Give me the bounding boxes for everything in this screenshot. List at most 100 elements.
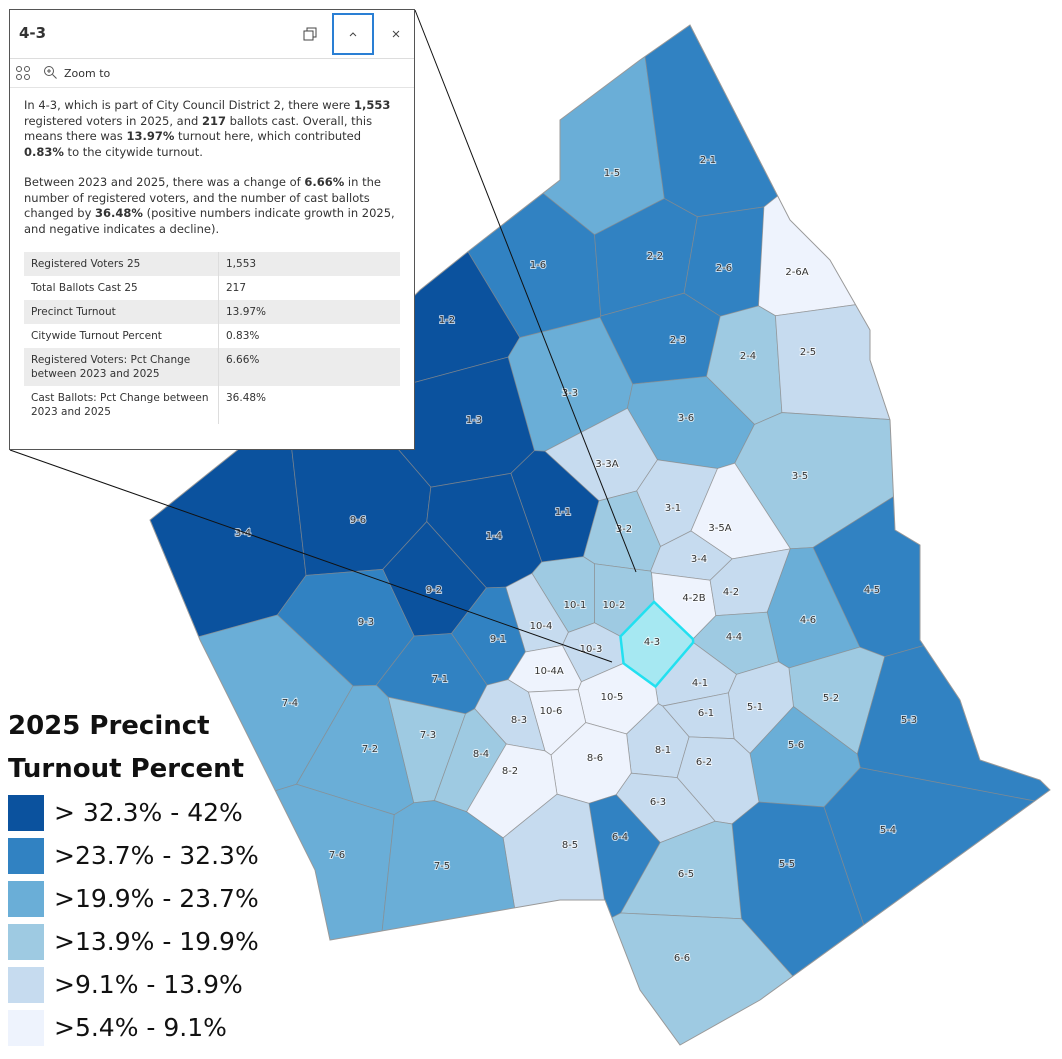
precinct-label: 1-6 xyxy=(530,260,546,271)
dock-button[interactable] xyxy=(290,14,330,54)
legend-swatch xyxy=(8,1009,44,1046)
precinct-label: 7-5 xyxy=(434,861,450,872)
field-value: 13.97% xyxy=(226,306,267,318)
popup-title: 4-3 xyxy=(19,24,47,42)
precinct-label: 1-3 xyxy=(466,415,482,426)
popup: 4-3 Zoom to In 4-3, which is part of Cit… xyxy=(9,9,415,450)
popup-text: (positive numbers indicate growth in 202… xyxy=(24,206,395,236)
precinct-label: 9-1 xyxy=(490,634,506,645)
precinct-label: 1-2 xyxy=(439,315,455,326)
zoom-to[interactable]: Zoom to xyxy=(64,66,111,80)
popup-text: to the citywide turnout. xyxy=(63,144,203,159)
table-row: Registered Voters: Pct Change between 20… xyxy=(24,348,400,386)
field-name: Citywide Turnout Percent xyxy=(24,324,219,348)
popup-text: in the number of registered voters, and … xyxy=(24,175,381,220)
precinct-label: 3-3A xyxy=(595,459,618,470)
precinct-label: 6-2 xyxy=(696,757,712,768)
zoom-icon[interactable] xyxy=(42,64,60,82)
field-value: 6.66% xyxy=(226,354,260,366)
precinct-label: 4-2B xyxy=(682,593,705,604)
precinct-label: 8-5 xyxy=(562,840,578,851)
precinct-label: 1-1 xyxy=(555,507,571,518)
city-outline xyxy=(149,24,1051,1046)
precinct-label: 3-4 xyxy=(691,554,707,565)
legend-label: >13.9% - 19.9% xyxy=(54,927,259,956)
precinct-label: 2-6 xyxy=(716,263,732,274)
popup-text: turnout here, which contributed xyxy=(174,129,362,143)
options-icon[interactable] xyxy=(14,64,32,82)
precinct-label: 7-4 xyxy=(282,698,298,709)
precinct-label: 7-3 xyxy=(420,730,436,741)
precinct-label: 7-1 xyxy=(432,674,448,685)
precinct-label: 2-3 xyxy=(670,335,686,346)
legend-label: >9.1% - 13.9% xyxy=(54,970,243,999)
popup-body: In 4-3, which is part of City Council Di… xyxy=(10,88,414,424)
legend-swatch xyxy=(8,880,44,917)
precinct-label: 8-6 xyxy=(587,753,603,764)
popup-value: 36.48% xyxy=(95,206,143,220)
label-layer: 1-5 2-1 1-6 2-2 2-6 2-6A 1-2 2-3 2-4 2-5 3-3 1-3 3-6… xyxy=(234,154,918,965)
legend-item: >13.9% - 19.9% xyxy=(8,920,268,963)
precinct-label: 7-2 xyxy=(362,744,378,755)
precinct-label: 4-4 xyxy=(726,632,742,643)
precinct-label: 3-1 xyxy=(665,503,681,514)
legend-swatch xyxy=(8,794,44,831)
leader-line xyxy=(414,9,637,573)
selected-outline xyxy=(619,600,695,689)
precinct-label: 10-3 xyxy=(580,644,603,655)
precinct-label: 5-5 xyxy=(779,859,795,870)
precinct-label: 4-2 xyxy=(723,587,739,598)
table-row: Registered Voters 25 1,553 xyxy=(24,252,400,276)
precinct-label: 5-2 xyxy=(823,693,839,704)
legend-label: >19.9% - 23.7% xyxy=(54,884,259,913)
precinct[interactable] xyxy=(636,0,1026,218)
precinct-label: 10-2 xyxy=(603,600,626,611)
precinct-label: 10-5 xyxy=(601,692,624,703)
precinct-label: 9-3 xyxy=(358,617,374,628)
field-value: 1,553 xyxy=(226,258,257,270)
precinct-label: 2-4 xyxy=(740,351,756,362)
precinct-label: 5-6 xyxy=(788,740,804,751)
precinct-label: 3-5A xyxy=(708,523,731,534)
precinct-label: 4-1 xyxy=(692,678,708,689)
precinct-label: 6-1 xyxy=(698,708,714,719)
popup-value: 217 xyxy=(201,113,226,128)
popup-value: 1,553 xyxy=(353,98,391,112)
precinct-label: 3-6 xyxy=(678,413,694,424)
legend-label: >23.7% - 32.3% xyxy=(54,841,259,870)
popup-value: 6.66% xyxy=(304,175,345,189)
precinct-label: 2-6A xyxy=(785,267,808,278)
popup-text: In 4-3, which is part of City Council Di… xyxy=(24,98,354,112)
precinct-label: 2-1 xyxy=(700,155,716,166)
legend-item: >19.9% - 23.7% xyxy=(8,877,268,920)
precinct-label: 8-1 xyxy=(655,745,671,756)
precinct-label: 6-3 xyxy=(650,797,666,808)
popup-value: 13.97% xyxy=(126,129,175,143)
precinct-label: 3-2 xyxy=(616,524,632,535)
precinct-label: 5-3 xyxy=(901,715,917,726)
table-row: Cast Ballots: Pct Change between 2023 an… xyxy=(24,386,400,424)
legend-label: > 32.3% - 42% xyxy=(54,798,243,827)
leader-line xyxy=(9,449,613,663)
close-button[interactable] xyxy=(376,14,414,54)
precinct-label: 1-4 xyxy=(486,531,502,542)
field-value: 0.83% xyxy=(226,330,260,342)
precinct-label: 10-4A xyxy=(534,666,564,677)
popup-paragraph: Between 2023 and 2025, there was a chang… xyxy=(24,175,400,237)
legend-item: >5.4% - 9.1% xyxy=(8,1006,268,1049)
precinct-label: 9-2 xyxy=(426,585,442,596)
collapse-button[interactable] xyxy=(332,13,374,55)
table-row: Total Ballots Cast 25 217 xyxy=(24,276,400,300)
precinct-label: 7-6 xyxy=(329,850,345,861)
popup-value: 0.83% xyxy=(24,144,64,159)
precinct[interactable] xyxy=(683,206,765,317)
table-row: Citywide Turnout Percent 0.83% xyxy=(24,324,400,348)
popup-toolbar: Zoom to xyxy=(10,59,414,88)
legend-swatch xyxy=(8,966,44,1003)
precinct-label: 6-5 xyxy=(678,869,694,880)
popup-text: ballots cast. Overall, this means there … xyxy=(24,113,373,144)
legend-item: > 32.3% - 42% xyxy=(8,791,268,834)
precinct-label: 2-2 xyxy=(647,251,663,262)
popup-header: 4-3 xyxy=(10,10,414,59)
